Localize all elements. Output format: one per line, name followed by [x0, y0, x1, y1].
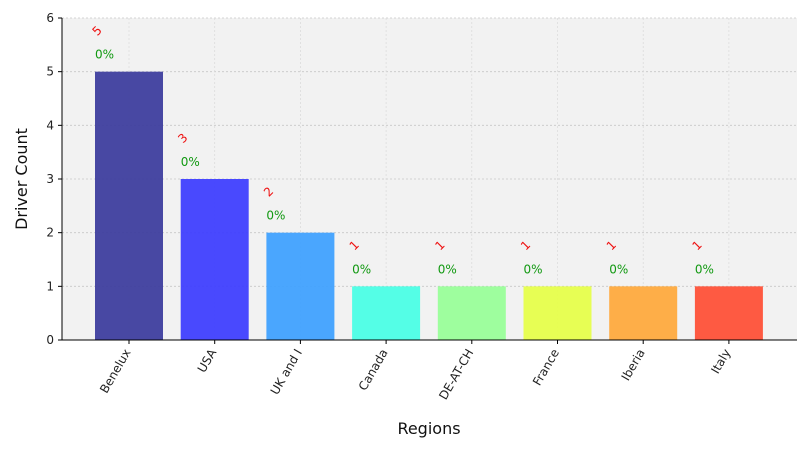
percent-label: 0% [95, 48, 114, 62]
x-tick-label: Benelux [97, 347, 133, 396]
x-axis-title: Regions [397, 419, 460, 438]
x-tick-label: UK and I [268, 347, 305, 398]
y-tick-label: 1 [46, 279, 54, 293]
y-tick-label: 3 [46, 172, 54, 186]
x-tick-label: Iberia [619, 347, 648, 384]
percent-label: 0% [609, 262, 628, 276]
percent-label: 0% [352, 262, 371, 276]
bar [180, 179, 249, 340]
bar [95, 71, 163, 341]
percent-label: 0% [266, 209, 285, 223]
x-tick-label: USA [195, 346, 220, 375]
y-ticks: 0 1 2 3 4 5 6 [46, 11, 62, 347]
y-tick-label: 4 [46, 118, 54, 132]
x-tick-label: France [530, 347, 562, 389]
y-axis-title: Driver Count [12, 128, 31, 230]
bar [266, 232, 335, 340]
x-tick-label: Canada [356, 347, 391, 394]
y-tick-label: 2 [46, 226, 54, 240]
bar [694, 286, 763, 340]
y-tick-label: 6 [46, 11, 54, 25]
percent-label: 0% [695, 262, 714, 276]
bar [437, 286, 506, 340]
percent-label: 0% [438, 262, 457, 276]
x-ticks: Benelux USA UK and I Canada DE-AT-CH France Ib… [97, 340, 733, 402]
x-tick-label: Italy [708, 347, 733, 377]
y-tick-label: 5 [46, 65, 54, 79]
percent-label: 0% [181, 155, 200, 169]
bar [352, 286, 421, 340]
bar [523, 286, 592, 340]
bars [95, 71, 763, 341]
y-tick-label: 0 [46, 333, 54, 347]
x-tick-label: DE-AT-CH [436, 347, 476, 403]
bar [609, 286, 678, 340]
percent-label: 0% [524, 262, 543, 276]
